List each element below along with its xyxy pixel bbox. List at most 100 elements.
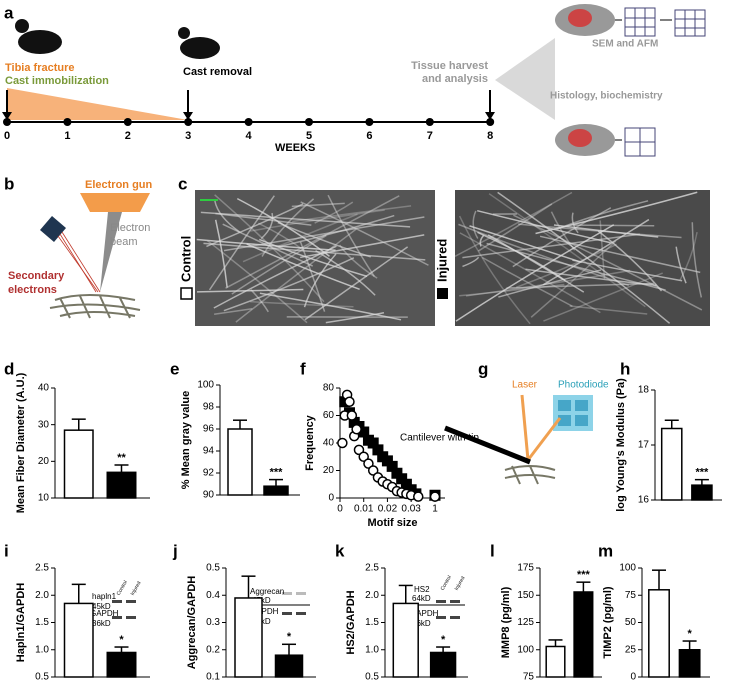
fiber [197,288,304,293]
timeline-tick-label: 4 [246,130,253,142]
method: SEM and AFM [592,39,658,50]
timeline-tick-label: 8 [487,130,493,142]
fiber [208,195,275,291]
fiber [214,307,253,316]
y-tick-label: 0.4 [206,590,220,601]
fiber [569,305,648,315]
injured-key [437,288,448,299]
secondary-label: electrons [8,284,57,296]
y-axis-label: Frequency [304,414,316,471]
significance: * [687,628,692,640]
y-tick-label: 175 [517,563,534,574]
blot-text: Aggrecan [250,587,284,596]
fiber [214,219,228,288]
fiber [458,215,531,325]
panel-label: c [178,174,187,193]
fiber [487,234,585,293]
fiber [223,257,355,312]
y-tick-label: 40 [323,438,335,449]
electron-beam [100,212,122,292]
y-axis-label: MMP8 (pg/ml) [500,586,512,658]
panel-label: h [620,359,630,378]
fiber [200,211,411,228]
fiber [597,230,663,292]
bar [227,428,253,496]
y-tick-label: 100 [619,563,636,574]
blot-text: GAPDH [250,607,279,616]
fiber [303,253,337,308]
panel-label: d [4,359,14,378]
arrowheads [2,112,495,120]
bar [63,429,94,499]
y-tick-label: 125 [517,617,534,628]
point [413,491,424,502]
fiber [315,249,376,296]
beam-label: beam [110,236,138,248]
panel-label: b [4,174,14,193]
event: Cast removal [183,66,252,78]
fiber [477,209,611,244]
fiber [214,200,241,233]
timeline-tick [365,118,374,126]
bar [660,427,683,501]
y-tick-label: 20 [323,465,335,476]
y-axis-label: Mean Fiber Diameter (A.U.) [15,372,27,513]
fiber [465,269,631,297]
point [346,410,358,421]
y-tick-label: 96 [203,424,215,435]
y-tick-label: 2.0 [35,590,49,601]
timeline-tick-label: 1 [64,130,70,142]
fiber [459,283,565,297]
bar [545,645,566,678]
significance: * [287,631,292,643]
laser-label: Laser [512,380,538,391]
blot-text: hapln1 [92,592,117,601]
fiber [454,191,573,257]
panel-label: g [478,359,488,378]
y-tick-label: 94 [203,446,215,457]
blot-text: HS2 [414,585,430,594]
secondary-label: Secondary [8,270,65,282]
image-label: Injured [434,239,449,282]
timeline-tick-label: 0 [4,130,10,142]
fiber [327,194,375,277]
y-tick-label: 10 [38,493,50,504]
fiber [512,207,612,268]
significance: *** [270,467,284,479]
point [367,465,379,476]
bar [234,597,263,678]
y-tick-label: 1.5 [35,617,49,628]
y-tick-label: 40 [38,383,50,394]
x-tick-label: 0.03 [401,504,421,515]
bar [106,471,137,499]
blot-text: GAPDH [90,609,119,618]
fiber [679,231,698,281]
y-axis-label: TIMP2 (pg/ml) [602,586,614,658]
immobilization-wedge [7,88,188,120]
fiber [515,243,617,289]
timeline-tick [486,118,495,126]
fiber [572,259,683,282]
cantilever-label: Cantilever with tip [400,433,479,444]
fiber [542,218,650,286]
point [363,458,374,469]
y-tick-label: 90 [203,490,215,501]
blot-lane: Control [440,575,453,592]
control-key [180,287,193,300]
afm-diagram [444,394,593,485]
timeline-tick [305,118,313,126]
blot-text: GAPDH [410,609,439,618]
timeline-tick [3,118,11,126]
panel-label: l [490,541,495,560]
y-tick-label: 98 [203,402,215,413]
y-tick-label: 80 [323,383,335,394]
fiber [539,235,701,274]
y-tick-label: 2.5 [35,563,49,574]
point [344,396,355,407]
timeline-tick [244,118,253,126]
y-tick-label: 25 [625,644,637,655]
fiber [250,209,385,232]
fiber [215,212,312,226]
point [353,444,365,456]
timeline-tick-label: 2 [125,130,131,142]
